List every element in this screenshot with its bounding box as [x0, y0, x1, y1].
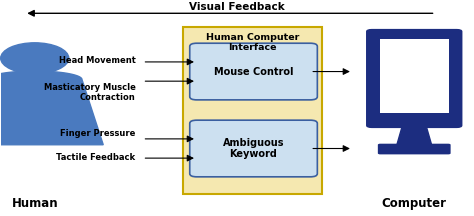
FancyBboxPatch shape [182, 27, 322, 194]
FancyBboxPatch shape [190, 43, 318, 100]
Text: Finger Pressure: Finger Pressure [60, 129, 136, 138]
Polygon shape [396, 125, 432, 147]
Text: Human Computer
Interface: Human Computer Interface [206, 33, 299, 52]
Text: Head Movement: Head Movement [58, 56, 136, 65]
Text: Visual Feedback: Visual Feedback [189, 2, 285, 12]
FancyBboxPatch shape [190, 120, 318, 177]
Text: Tactile Feedback: Tactile Feedback [56, 153, 136, 162]
FancyBboxPatch shape [380, 39, 449, 113]
FancyBboxPatch shape [366, 29, 463, 128]
Text: Human: Human [11, 197, 58, 210]
FancyBboxPatch shape [378, 144, 451, 154]
Text: Masticatory Muscle
Contraction: Masticatory Muscle Contraction [44, 83, 136, 102]
Text: Ambiguous
Keyword: Ambiguous Keyword [223, 138, 284, 159]
Circle shape [0, 43, 69, 74]
Text: Computer: Computer [382, 197, 447, 210]
Polygon shape [0, 71, 103, 145]
Text: Mouse Control: Mouse Control [214, 67, 293, 76]
